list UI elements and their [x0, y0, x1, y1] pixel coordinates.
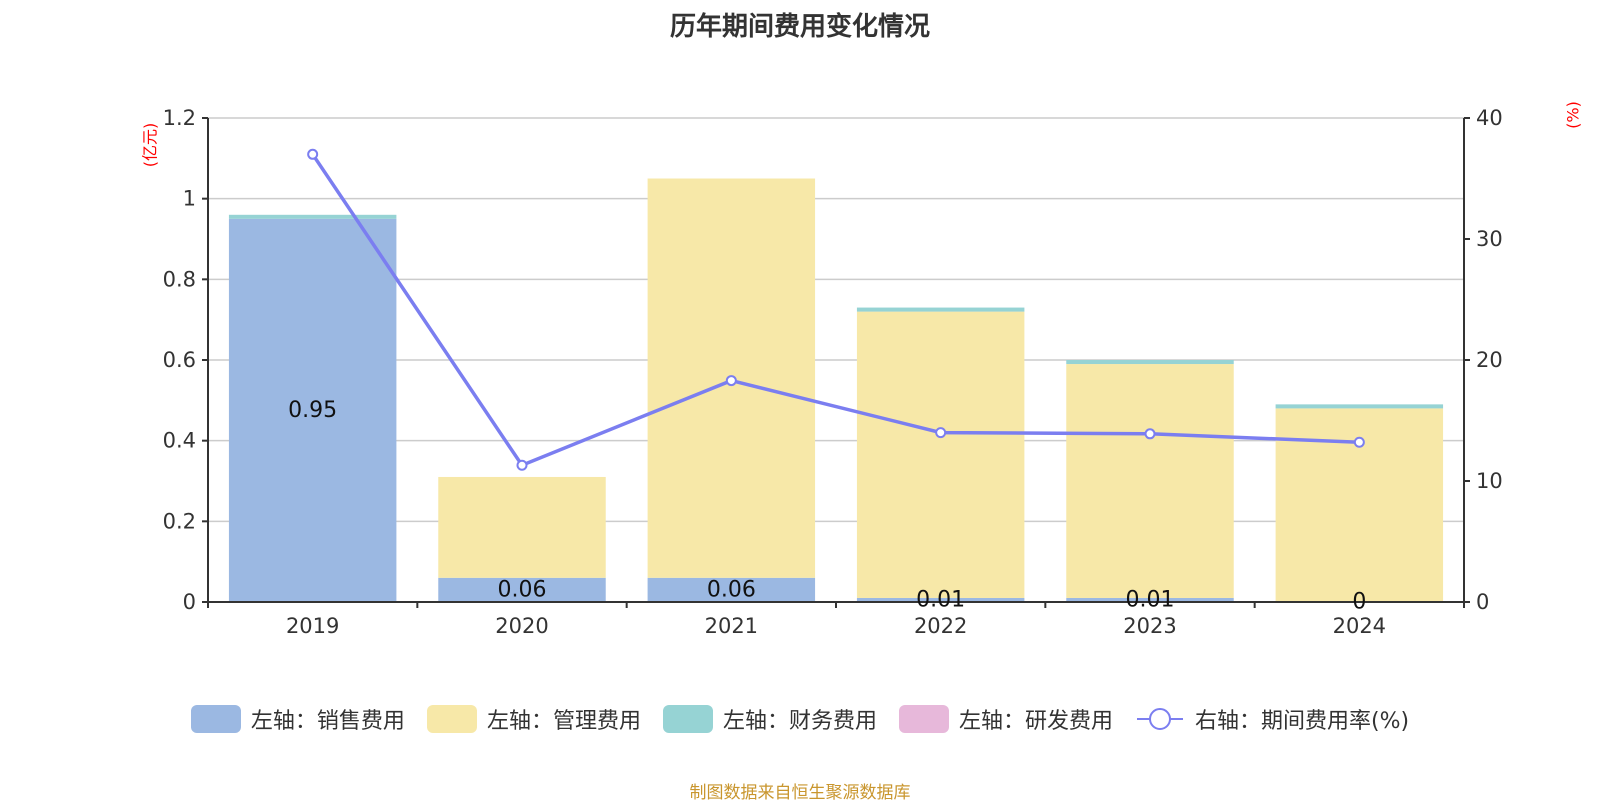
legend-item[interactable]: 左轴：管理费用 [426, 703, 641, 735]
left-tick-label: 0.4 [163, 429, 196, 453]
legend-item[interactable]: 左轴：销售费用 [190, 703, 405, 735]
right-axis-unit: (%) [1564, 101, 1583, 129]
bar-segment [438, 577, 606, 602]
axes: 0 0.2 0.4 0.6 0.8 1 1.2 0 10 20 30 40 2019 2020 2021 20… [141, 101, 1583, 638]
legend-line-circle [1148, 708, 1171, 730]
bar-segment [1066, 597, 1234, 602]
right-tick-label: 0 [1476, 590, 1489, 614]
bar-value-label: 0 [1352, 590, 1366, 615]
left-axis-unit: (亿元) [141, 123, 160, 168]
rate-point [1144, 428, 1156, 440]
legend-label: 左轴：销售费用 [250, 709, 405, 734]
grid-lines [208, 117, 1464, 523]
bar-segment [1275, 404, 1444, 409]
left-tick-label: 0.2 [163, 509, 196, 533]
left-tick-label: 1 [183, 187, 196, 211]
left-tick-label: 1.2 [163, 106, 196, 130]
left-tick-label: 0.8 [163, 267, 196, 291]
rate-point [725, 375, 737, 387]
bar-segment [1066, 364, 1234, 598]
x-tick-label: 2022 [914, 614, 967, 638]
bar-segment [228, 218, 397, 603]
rate-point [1353, 436, 1365, 448]
rate-line-group [307, 148, 1365, 471]
rate-point [516, 459, 528, 471]
rate-point [935, 427, 947, 439]
right-tick-label: 20 [1476, 348, 1503, 372]
legend-label: 右轴：期间费用率(%) [1194, 709, 1410, 734]
chart-plot-area: 0 0.2 0.4 0.6 0.8 1 1.2 0 10 20 30 40 2019 2020 2021 20… [141, 101, 1583, 638]
x-tick-label: 2023 [1123, 614, 1176, 638]
x-tick-label: 2020 [495, 614, 548, 638]
bar-segment [1066, 360, 1234, 365]
bar-value-label: 0.06 [498, 577, 547, 602]
right-tick-label: 40 [1476, 106, 1503, 130]
chart-title: 历年期间费用变化情况 [669, 12, 930, 42]
x-tick-label: 2024 [1333, 614, 1386, 638]
bar-segment [228, 214, 397, 219]
data-labels: 0.95 0.06 0.06 0.01 0.01 0 [288, 398, 1366, 615]
legend-item[interactable]: 左轴：研发费用 [898, 703, 1113, 735]
left-tick-label: 0.6 [163, 348, 196, 372]
legend-item[interactable]: 右轴：期间费用率(%) [1135, 703, 1409, 735]
legend-label: 左轴：研发费用 [958, 709, 1113, 734]
bar-segment [438, 476, 606, 578]
bar-value-label: 0.01 [916, 587, 965, 612]
bar-value-label: 0.06 [707, 577, 756, 602]
x-tick-label: 2021 [705, 614, 758, 638]
left-tick-label: 0 [183, 590, 196, 614]
right-tick-label: 30 [1476, 227, 1503, 251]
source-note: 制图数据来自恒生聚源数据库 [689, 783, 911, 803]
legend-label: 左轴：管理费用 [486, 709, 641, 734]
bar-segment [856, 597, 1025, 602]
legend-swatch [426, 705, 477, 733]
legend-swatch [662, 705, 713, 733]
x-tick-label: 2019 [286, 614, 339, 638]
bar-segment [647, 577, 816, 602]
legend-item[interactable]: 左轴：财务费用 [662, 703, 877, 735]
legend-swatch [190, 705, 241, 733]
bar-segment [856, 307, 1025, 312]
rate-point [307, 148, 319, 160]
right-tick-label: 10 [1476, 469, 1503, 493]
legend-swatch [898, 705, 949, 733]
bar-value-label: 0.01 [1126, 587, 1175, 612]
bar-value-label: 0.95 [288, 398, 337, 423]
bar-series-group [228, 178, 1444, 603]
legend-line-marker [1136, 708, 1183, 730]
rate-line [311, 153, 1360, 468]
legend-label: 左轴：财务费用 [722, 709, 877, 734]
legend: 左轴：销售费用 左轴：管理费用 左轴：财务费用 左轴：研发费用 右轴：期间费用率(%) [0, 703, 1600, 735]
bar-segment [856, 311, 1025, 598]
